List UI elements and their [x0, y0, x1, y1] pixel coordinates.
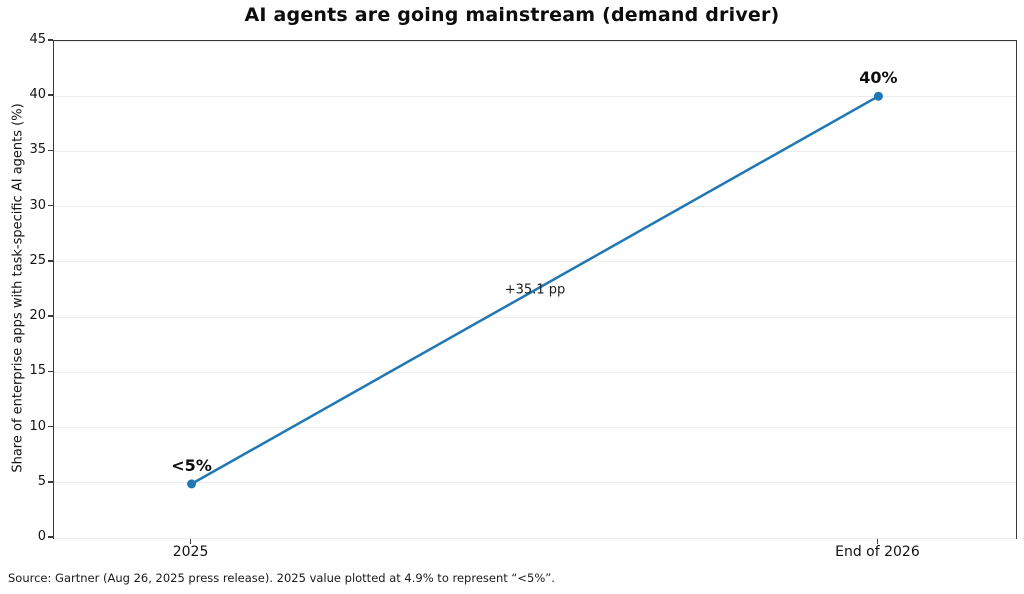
y-tick-mark	[48, 481, 53, 483]
y-tick-mark	[48, 94, 53, 96]
gridline	[54, 537, 1016, 539]
x-tick-label: 2025	[172, 544, 209, 560]
gridline	[54, 371, 1016, 373]
y-tick-label: 35	[29, 142, 46, 158]
point-label-end: 40%	[859, 68, 898, 88]
gridline	[54, 261, 1016, 263]
data-point-marker	[873, 91, 883, 101]
y-tick-mark	[48, 536, 53, 538]
point-label-start: <5%	[171, 455, 212, 475]
y-tick-label: 40	[29, 87, 46, 103]
y-tick-label: 30	[29, 197, 46, 213]
y-tick-label: 20	[29, 308, 46, 324]
y-tick-label: 10	[29, 418, 46, 434]
gridline	[54, 482, 1016, 484]
gridline	[54, 206, 1016, 208]
y-tick-label: 45	[29, 32, 46, 47]
gridline	[54, 150, 1016, 152]
gridline	[54, 40, 1016, 42]
y-tick-mark	[48, 315, 53, 317]
source-note: Source: Gartner (Aug 26, 2025 press rele…	[8, 571, 555, 585]
y-tick-label: 0	[37, 529, 46, 544]
line-series	[187, 91, 883, 489]
gridline	[54, 95, 1016, 97]
y-tick-mark	[48, 204, 53, 207]
y-tick-label: 15	[29, 363, 46, 379]
gridline	[54, 427, 1016, 429]
y-axis-label: Share of enterprise apps with task-speci…	[10, 103, 26, 473]
y-tick-mark	[48, 39, 53, 41]
y-tick-mark	[48, 370, 53, 373]
x-tick-mark	[189, 538, 192, 544]
annotation-delta: +35.1 pp	[504, 282, 566, 298]
gridline	[54, 316, 1016, 318]
y-tick-label: 5	[37, 473, 46, 489]
grid-layer	[54, 40, 1016, 539]
y-tick-mark	[48, 260, 53, 262]
y-tick-mark	[48, 425, 53, 428]
plot-area: <5% 40% +35.1 pp	[53, 40, 1017, 539]
chart-title: AI agents are going mainstream (demand d…	[244, 4, 780, 26]
data-point-marker	[187, 479, 197, 489]
x-tick-label: End of 2026	[835, 544, 920, 560]
y-tick-label: 25	[29, 252, 46, 268]
y-tick-mark	[48, 149, 53, 152]
x-tick-mark	[876, 538, 879, 544]
